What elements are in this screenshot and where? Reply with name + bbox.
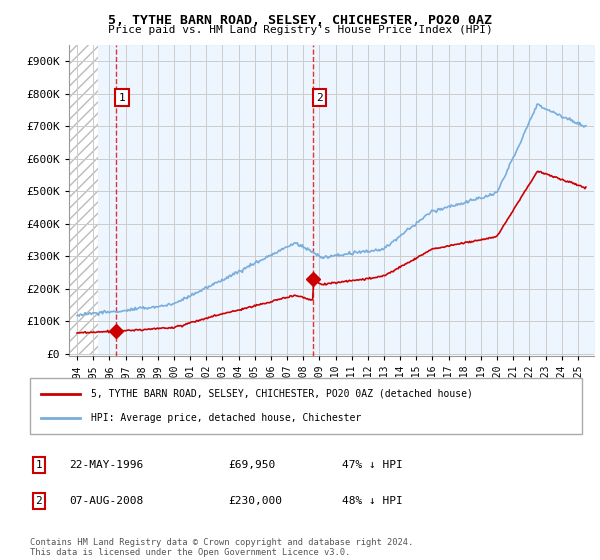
Text: HPI: Average price, detached house, Chichester: HPI: Average price, detached house, Chic… [91,413,361,423]
Text: £69,950: £69,950 [228,460,275,470]
Text: 1: 1 [119,92,125,102]
Text: 47% ↓ HPI: 47% ↓ HPI [342,460,403,470]
FancyBboxPatch shape [30,378,582,434]
Text: 2: 2 [35,496,43,506]
Text: £230,000: £230,000 [228,496,282,506]
Text: Contains HM Land Registry data © Crown copyright and database right 2024.
This d: Contains HM Land Registry data © Crown c… [30,538,413,557]
Text: 48% ↓ HPI: 48% ↓ HPI [342,496,403,506]
Text: 5, TYTHE BARN ROAD, SELSEY, CHICHESTER, PO20 0AZ (detached house): 5, TYTHE BARN ROAD, SELSEY, CHICHESTER, … [91,389,473,399]
Text: 22-MAY-1996: 22-MAY-1996 [69,460,143,470]
Text: Price paid vs. HM Land Registry's House Price Index (HPI): Price paid vs. HM Land Registry's House … [107,25,493,35]
Text: 2: 2 [316,92,323,102]
Text: 1: 1 [35,460,43,470]
Text: 5, TYTHE BARN ROAD, SELSEY, CHICHESTER, PO20 0AZ: 5, TYTHE BARN ROAD, SELSEY, CHICHESTER, … [108,14,492,27]
Text: 07-AUG-2008: 07-AUG-2008 [69,496,143,506]
